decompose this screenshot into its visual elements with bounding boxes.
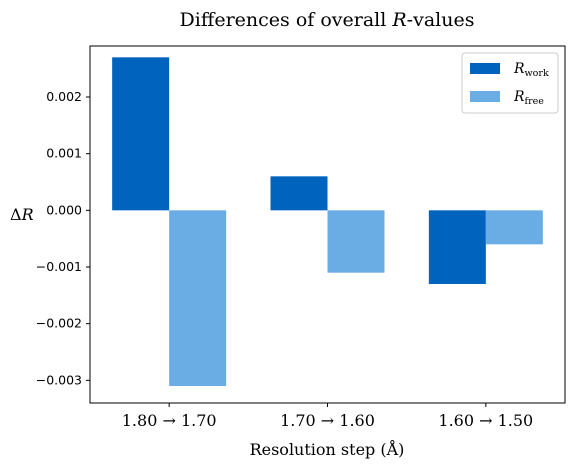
legend-label-free: Rfree xyxy=(513,89,544,107)
y-tick-label: 0.000 xyxy=(46,202,82,217)
x-tick-label: 1.80 → 1.70 xyxy=(122,411,217,430)
legend: Rwork Rfree xyxy=(461,52,559,114)
y-tick-label: 0.001 xyxy=(46,146,82,161)
x-axis-ticks: 1.80 → 1.70 1.70 → 1.60 1.60 → 1.50 xyxy=(122,403,533,430)
legend-swatch-free xyxy=(470,91,500,102)
bar-free-3 xyxy=(485,210,543,245)
y-tick-label: −0.003 xyxy=(36,372,82,387)
bars-group xyxy=(112,57,543,386)
bar-work-1 xyxy=(112,57,170,211)
y-axis-ticks: 0.002 0.001 0.000 −0.001 −0.002 −0.003 xyxy=(36,89,90,387)
y-tick-label: −0.001 xyxy=(36,259,82,274)
bar-work-3 xyxy=(428,210,486,284)
y-tick-label: 0.002 xyxy=(46,89,82,104)
legend-swatch-work xyxy=(470,63,500,74)
bar-free-2 xyxy=(327,210,385,273)
y-tick-label: −0.002 xyxy=(36,316,82,331)
chart-title: Differences of overall R-values xyxy=(180,9,475,31)
x-axis-label: Resolution step (Å) xyxy=(250,439,405,459)
bar-work-2 xyxy=(270,176,328,211)
x-tick-label: 1.70 → 1.60 xyxy=(280,411,375,430)
legend-label-work: Rwork xyxy=(513,61,549,79)
x-tick-label: 1.60 → 1.50 xyxy=(438,411,533,430)
bar-free-1 xyxy=(169,210,227,386)
y-axis-label: ΔR xyxy=(10,205,34,224)
